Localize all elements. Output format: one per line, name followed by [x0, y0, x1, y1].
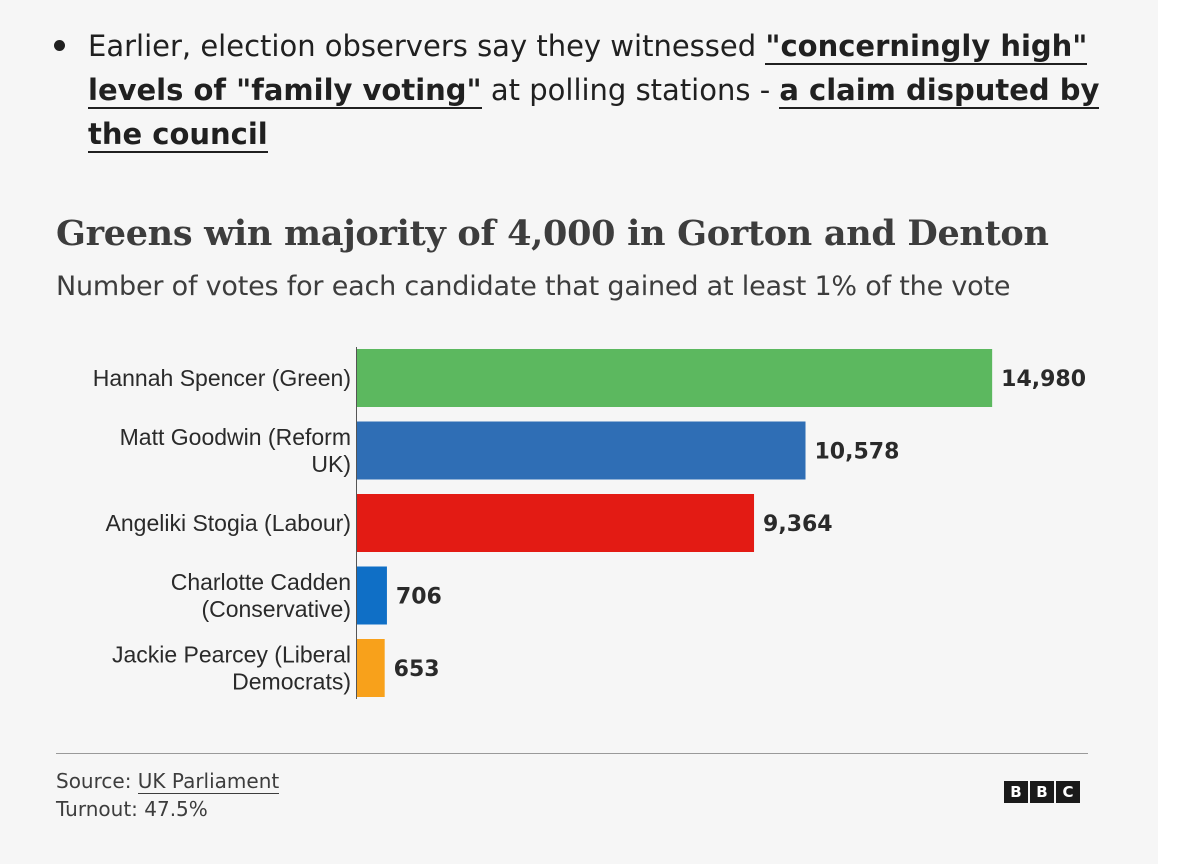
category-label-2: Angeliki Stogia (Labour): [106, 510, 351, 536]
chart-subtitle: Number of votes for each candidate that …: [56, 271, 1011, 302]
bar-chart: 14,980 Hannah Spencer (Green) 10,578 Matt G…: [93, 347, 1086, 699]
category-label-line: (Conservative): [201, 596, 351, 622]
bar-2: [357, 494, 755, 552]
bar-value-label-1: 10,578: [815, 440, 900, 465]
category-label-line: Democrats): [232, 669, 351, 695]
bbc-logo: B B C: [1004, 781, 1080, 803]
category-label-1: Matt Goodwin (Reform UK): [120, 424, 351, 477]
chart-title: Greens win majority of 4,000 in Gorton a…: [56, 213, 1049, 254]
bullet-paragraph: Earlier, election observers say they wit…: [88, 24, 1128, 156]
category-label-line: UK): [311, 451, 351, 477]
bullet-text-start: Earlier, election observers say they wit…: [88, 29, 766, 63]
bar-value-label-2: 9,364: [763, 512, 833, 537]
category-label-line: Jackie Pearcey (Liberal: [112, 642, 351, 668]
category-label-line: Matt Goodwin (Reform: [120, 424, 351, 450]
family-voting-link[interactable]: "concerningly high" levels of "family vo…: [88, 29, 1088, 109]
category-label-line: Hannah Spencer (Green): [93, 365, 351, 391]
category-label-line: Charlotte Cadden: [171, 569, 351, 595]
bbc-logo-letter-b2: B: [1030, 781, 1054, 803]
bbc-logo-letter-c: C: [1056, 781, 1080, 803]
source-line: Source: UK Parliament: [56, 767, 280, 795]
bullet-text-middle: at polling stations -: [481, 73, 780, 107]
bar-value-label-3: 706: [396, 585, 442, 610]
category-label-line: Angeliki Stogia (Labour): [106, 510, 351, 536]
footer-divider: [56, 753, 1088, 754]
bullet-point: [54, 40, 65, 51]
claim-disputed-link[interactable]: a claim disputed by the council: [88, 73, 1100, 153]
turnout-note: Turnout: 47.5%: [56, 797, 208, 821]
category-label-0: Hannah Spencer (Green): [93, 365, 351, 391]
article-panel: Earlier, election observers say they wit…: [54, 24, 1128, 823]
bar-value-label-0: 14,980: [1001, 367, 1086, 392]
bar-0: [357, 349, 993, 407]
category-label-4: Jackie Pearcey (Liberal Democrats): [112, 642, 351, 695]
source-label: Source:: [56, 769, 138, 793]
chart-footer: Source: UK Parliament Turnout: 47.5%: [56, 767, 280, 823]
bbc-logo-letter-b1: B: [1004, 781, 1028, 803]
bar-value-label-4: 653: [394, 657, 440, 682]
source-link[interactable]: UK Parliament: [137, 769, 280, 794]
bar-1: [357, 421, 806, 480]
category-label-3: Charlotte Cadden (Conservative): [171, 569, 351, 622]
bar-3: [357, 566, 387, 625]
bar-4: [357, 639, 385, 697]
